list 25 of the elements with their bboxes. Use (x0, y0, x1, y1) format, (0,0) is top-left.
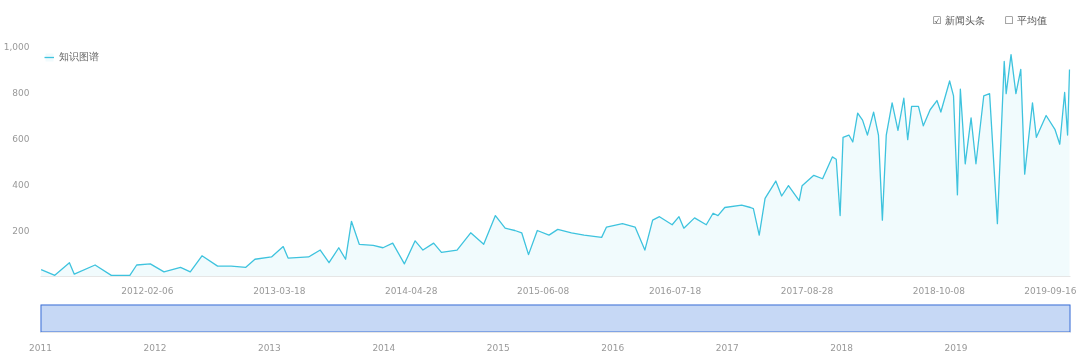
x2-tick-label: 2011 (29, 342, 52, 353)
x2-tick-label: 2018 (830, 342, 854, 353)
x-tick-label: 2018-10-08 (912, 285, 966, 296)
x2-tick-label: 2019 (944, 342, 968, 353)
x-tick-label: 2012-02-06 (121, 285, 174, 296)
x-tick-label: 2015-06-08 (517, 285, 570, 296)
x-tick-label: 2019-09-16 (1024, 285, 1077, 296)
y-tick-label: 600 (12, 134, 30, 144)
x2-tick-label: 2015 (486, 342, 510, 353)
y-tick-label: 400 (12, 180, 30, 190)
text: ☐ 平均值 (1004, 14, 1047, 26)
y-tick-label: 1,000 (3, 42, 30, 52)
x2-tick-label: 2016 (601, 342, 625, 353)
x2-tick-label: 2012 (143, 342, 167, 353)
x-tick-label: 2017-08-28 (780, 285, 834, 296)
x2-tick-label: 2014 (372, 342, 396, 353)
x-tick-label: 2014-04-28 (385, 285, 438, 296)
x2-tick-label: 2013 (257, 342, 281, 353)
x-tick-label: 2016-07-18 (648, 285, 702, 296)
x2-tick-label: 2017 (715, 342, 739, 353)
text: ☑ 新闻头条 (932, 14, 985, 26)
legend-label: 知识图谱 (59, 50, 99, 64)
y-tick-label: 200 (12, 226, 30, 236)
x-tick-label: 2013-03-18 (253, 285, 306, 296)
y-tick-label: 800 (12, 88, 30, 98)
